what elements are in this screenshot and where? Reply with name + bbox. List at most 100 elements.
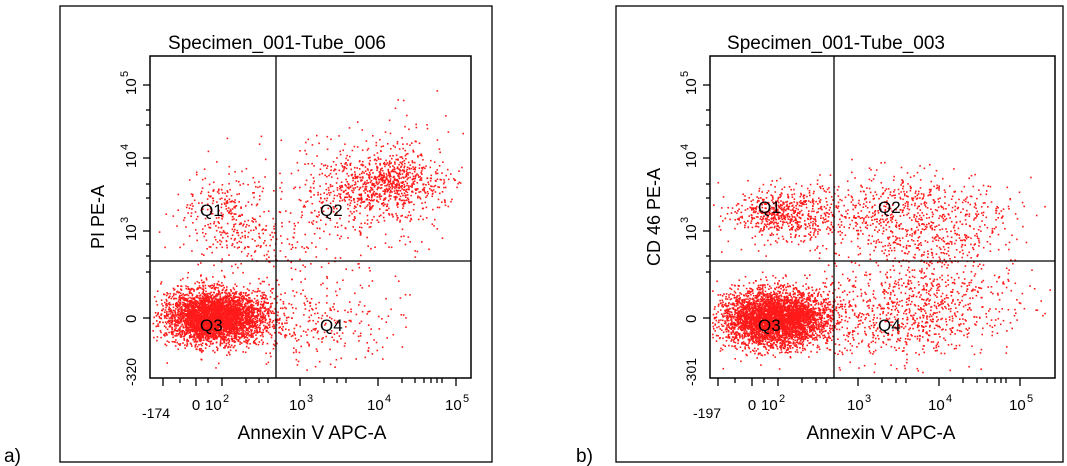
event-point bbox=[199, 309, 202, 312]
event-point bbox=[409, 214, 412, 217]
event-point bbox=[369, 226, 372, 228]
event-point bbox=[170, 331, 173, 333]
event-point bbox=[285, 319, 288, 322]
event-point bbox=[250, 336, 252, 338]
event-point bbox=[251, 306, 253, 308]
event-point bbox=[290, 303, 293, 306]
event-point bbox=[268, 283, 270, 286]
event-point bbox=[218, 316, 221, 319]
event-point bbox=[324, 324, 326, 326]
event-point bbox=[221, 309, 223, 311]
event-point bbox=[221, 203, 223, 206]
event-point bbox=[458, 170, 460, 172]
event-point bbox=[242, 332, 244, 334]
event-point bbox=[166, 292, 168, 294]
event-point bbox=[208, 335, 211, 337]
event-point bbox=[245, 341, 248, 344]
event-point bbox=[229, 293, 231, 296]
event-point bbox=[366, 342, 368, 344]
event-point bbox=[273, 190, 275, 192]
event-point bbox=[222, 332, 225, 335]
event-point bbox=[269, 326, 271, 328]
event-point bbox=[198, 308, 200, 311]
event-point bbox=[192, 330, 195, 333]
event-point bbox=[182, 316, 184, 319]
event-point bbox=[186, 293, 188, 296]
event-point bbox=[183, 319, 185, 322]
event-point bbox=[255, 320, 257, 323]
event-point bbox=[205, 278, 208, 281]
event-point bbox=[166, 317, 168, 320]
event-point bbox=[205, 342, 207, 345]
event-point bbox=[201, 292, 204, 295]
event-point bbox=[338, 169, 341, 172]
event-point bbox=[163, 334, 165, 336]
event-point bbox=[315, 327, 317, 330]
event-point bbox=[350, 308, 352, 311]
event-point bbox=[401, 163, 404, 166]
event-point bbox=[296, 364, 299, 366]
event-point bbox=[230, 329, 233, 332]
event-point bbox=[238, 321, 241, 323]
event-point bbox=[238, 330, 241, 332]
event-point bbox=[201, 178, 204, 181]
event-point bbox=[188, 288, 191, 291]
event-point bbox=[227, 324, 229, 326]
event-point bbox=[214, 296, 217, 298]
event-point bbox=[225, 288, 228, 291]
event-point bbox=[181, 313, 184, 316]
event-point bbox=[197, 333, 199, 335]
event-point bbox=[196, 301, 199, 304]
event-point bbox=[233, 218, 235, 220]
event-point bbox=[305, 201, 307, 203]
event-point bbox=[361, 310, 364, 313]
event-point bbox=[310, 330, 313, 332]
event-point bbox=[268, 309, 270, 311]
event-point bbox=[253, 332, 256, 334]
event-point bbox=[259, 322, 262, 325]
event-point bbox=[234, 314, 237, 316]
event-point bbox=[213, 316, 215, 318]
event-point bbox=[232, 272, 234, 274]
event-point bbox=[410, 218, 413, 221]
event-point bbox=[182, 335, 185, 338]
event-point bbox=[216, 161, 218, 163]
event-point bbox=[439, 151, 441, 154]
event-point bbox=[234, 201, 236, 204]
event-point bbox=[185, 329, 187, 331]
event-point bbox=[229, 320, 232, 322]
event-point bbox=[238, 301, 240, 303]
event-point bbox=[234, 171, 236, 173]
event-point bbox=[390, 308, 392, 311]
event-point bbox=[261, 343, 264, 345]
event-point bbox=[202, 333, 204, 335]
event-point bbox=[246, 300, 248, 302]
event-point bbox=[172, 313, 174, 315]
event-point bbox=[234, 305, 236, 307]
event-point bbox=[390, 246, 393, 249]
event-point bbox=[219, 296, 222, 298]
event-point bbox=[360, 226, 363, 229]
event-point bbox=[200, 327, 202, 330]
event-point bbox=[240, 304, 242, 306]
event-point bbox=[312, 223, 314, 225]
event-point bbox=[208, 325, 211, 328]
event-point bbox=[329, 172, 332, 175]
event-point bbox=[174, 341, 176, 343]
event-point bbox=[197, 300, 199, 303]
event-point bbox=[184, 344, 186, 346]
event-point bbox=[177, 333, 180, 336]
event-point bbox=[161, 303, 163, 305]
event-point bbox=[326, 275, 328, 278]
event-point bbox=[389, 132, 392, 135]
event-point bbox=[226, 313, 229, 315]
event-point bbox=[220, 307, 223, 310]
event-point bbox=[228, 310, 231, 312]
event-point bbox=[260, 300, 263, 303]
event-point bbox=[172, 294, 175, 297]
event-point bbox=[325, 216, 328, 218]
event-point bbox=[373, 215, 375, 218]
event-point bbox=[179, 333, 182, 335]
event-point bbox=[259, 309, 261, 311]
event-point bbox=[201, 332, 203, 335]
